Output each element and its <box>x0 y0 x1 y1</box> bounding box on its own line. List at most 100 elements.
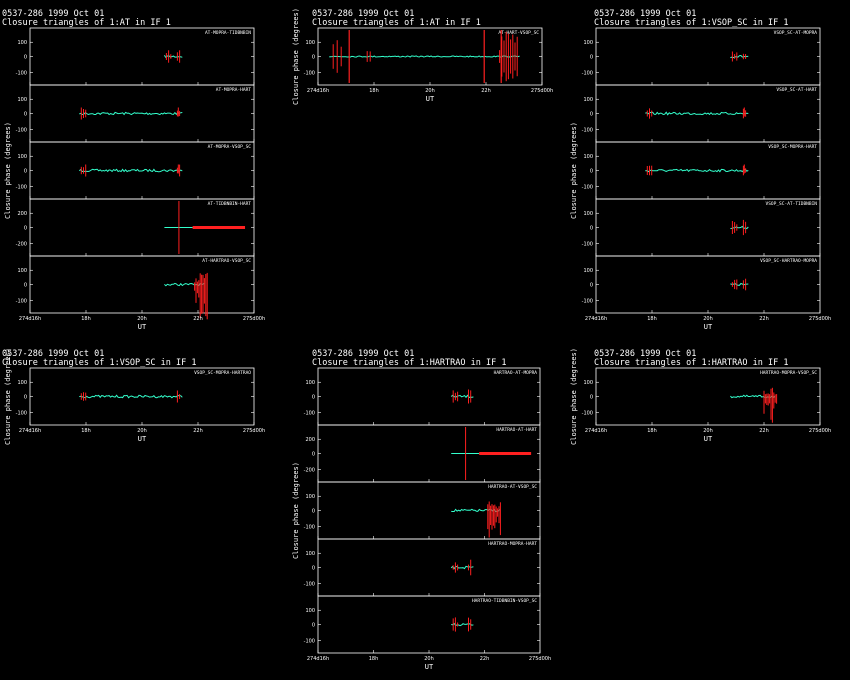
y-tick-label: 0 <box>24 282 27 288</box>
y-tick-label: 0 <box>312 508 315 514</box>
y-axis-label: Closure phase (degrees) <box>4 348 12 445</box>
panel-frame <box>317 538 541 597</box>
triangle-label: HARTRAO-MOPRA-HART <box>488 541 537 547</box>
x-tick-label: 20h <box>425 88 435 94</box>
panel-frame <box>595 198 821 257</box>
closure-phase-series <box>329 55 520 58</box>
y-axis-label: Closure phase (degrees) <box>292 462 300 559</box>
y-tick-label: 200 <box>305 437 315 443</box>
x-axis-label: UT <box>704 435 713 443</box>
x-axis-label: UT <box>704 323 713 331</box>
x-tick-label: 18h <box>81 316 91 322</box>
y-tick-label: -100 <box>582 184 593 190</box>
y-tick-label: 0 <box>590 168 593 174</box>
y-tick-label: 100 <box>583 211 593 217</box>
y-tick-label: 100 <box>583 380 593 386</box>
triangle-label: VSOP_SC-MOPRA-HARTRAO <box>194 370 251 376</box>
y-tick-label: 100 <box>17 40 27 46</box>
panel-frame <box>595 367 821 426</box>
x-tick-label: 22h <box>759 428 769 434</box>
x-tick-label: 22h <box>759 316 769 322</box>
x-tick-label: 274d16h <box>19 316 41 322</box>
triangle-label: AT-MOPRA-VSOP_SC <box>208 144 252 150</box>
y-tick-label: -100 <box>16 410 27 416</box>
triangle-label: VSOP_SC-HARTRAO-MOPRA <box>760 258 817 264</box>
panel: HARTRAO-TIDBNBIN-VSOP_SC 100 0 -100 <box>304 595 541 654</box>
figure-subtitle: Closure triangles of 1:AT in IF 1 <box>312 18 481 28</box>
panel-frame <box>595 27 821 86</box>
triangle-label: AT-MOPRA-HART <box>216 87 252 93</box>
y-tick-label: 0 <box>312 565 315 571</box>
y-tick-label: -100 <box>16 127 27 133</box>
triangle-label: HARTRAO-TIDBNBIN-VSOP_SC <box>472 598 537 604</box>
closure-phase-series <box>451 622 474 627</box>
triangle-label: AT-MOPRA-TIDBNBIN <box>205 30 251 36</box>
y-tick-label: 100 <box>583 40 593 46</box>
x-axis-label: UT <box>138 435 147 443</box>
triangle-label: HARTRAO-AT-HART <box>496 427 537 433</box>
y-tick-label: 0 <box>24 54 27 60</box>
y-tick-label: 100 <box>305 380 315 386</box>
figure-title: 0537-286 1999 Oct 01 <box>2 9 104 19</box>
x-tick-label: 275d00h <box>243 316 265 322</box>
x-tick-label: 18h <box>647 316 657 322</box>
y-tick-label: 100 <box>17 380 27 386</box>
panel-frame <box>595 255 821 314</box>
y-tick-label: -100 <box>582 70 593 76</box>
y-tick-label: 0 <box>590 282 593 288</box>
figure-title: 0537-286 1999 Oct 01 <box>312 349 414 359</box>
y-tick-label: -200 <box>304 467 315 473</box>
panel: AT-HARTRAO-VSOP_SC 100 0 -100 <box>16 255 255 320</box>
y-tick-label: -100 <box>304 70 315 76</box>
triangle-label: VSOP_SC-AT-TIDBNBIN <box>766 201 818 207</box>
flagged-series <box>192 226 246 229</box>
triangle-label: AT-TIDBNBIN-HART <box>208 201 252 207</box>
x-axis-label: UT <box>426 95 435 103</box>
y-tick-label: 0 <box>312 54 315 60</box>
x-axis-label: UT <box>138 323 147 331</box>
panel: AT-HART-VSOP_SC 100 0 -100 <box>304 27 543 86</box>
y-tick-label: 0 <box>312 394 315 400</box>
y-tick-label: 200 <box>17 211 27 217</box>
y-tick-label: 100 <box>583 268 593 274</box>
panel-frame <box>29 27 255 86</box>
triangle-label: AT-HARTRAO-VSOP_SC <box>202 258 251 264</box>
y-tick-label: 0 <box>590 54 593 60</box>
x-tick-label: 274d16h <box>585 428 607 434</box>
y-tick-label: -100 <box>304 581 315 587</box>
figure-subtitle: Closure triangles of 1:VSOP_SC in IF 1 <box>2 358 196 368</box>
x-tick-label: 274d16h <box>585 316 607 322</box>
x-tick-label: 22h <box>480 656 490 662</box>
figure-subtitle: Closure triangles of 1:HARTRAO in IF 1 <box>312 358 506 368</box>
y-tick-label: 0 <box>590 394 593 400</box>
triangle-label: VSOP_SC-AT-MOPRA <box>774 30 818 36</box>
triangle-label: VSOP_SC-MOPRA-HART <box>768 144 817 150</box>
triangle-label: HARTRAO-AT-VSOP_SC <box>488 484 537 490</box>
y-tick-label: 0 <box>590 111 593 117</box>
closure-phase-series <box>164 282 205 287</box>
x-tick-label: 20h <box>424 656 434 662</box>
figure-title: 0537-286 1999 Oct 01 <box>594 9 696 19</box>
triangle-label: VSOP_SC-AT-HART <box>776 87 817 93</box>
panel: VSOP_SC-MOPRA-HARTRAO 100 0 -100 <box>16 367 255 426</box>
triangle-label: HARTRAO-AT-MOPRA <box>494 370 538 376</box>
panel-frame <box>317 595 541 654</box>
x-tick-label: 18h <box>369 656 379 662</box>
x-tick-label: 20h <box>703 316 713 322</box>
closure-phase-series <box>450 394 474 399</box>
figure-title: 0537-286 1999 Oct 01 <box>2 349 104 359</box>
panel-frame <box>29 255 255 314</box>
y-tick-label: -100 <box>582 298 593 304</box>
panel: HARTRAO-MOPRA-HART 100 0 -100 <box>304 538 541 597</box>
x-tick-label: 275d00h <box>243 428 265 434</box>
figure-title: 0537-286 1999 Oct 01 <box>312 9 414 19</box>
y-tick-label: -100 <box>304 524 315 530</box>
x-tick-label: 18h <box>81 428 91 434</box>
panel: AT-TIDBNBIN-HART 200 0 -200 <box>16 198 255 257</box>
x-tick-label: 274d16h <box>307 656 329 662</box>
